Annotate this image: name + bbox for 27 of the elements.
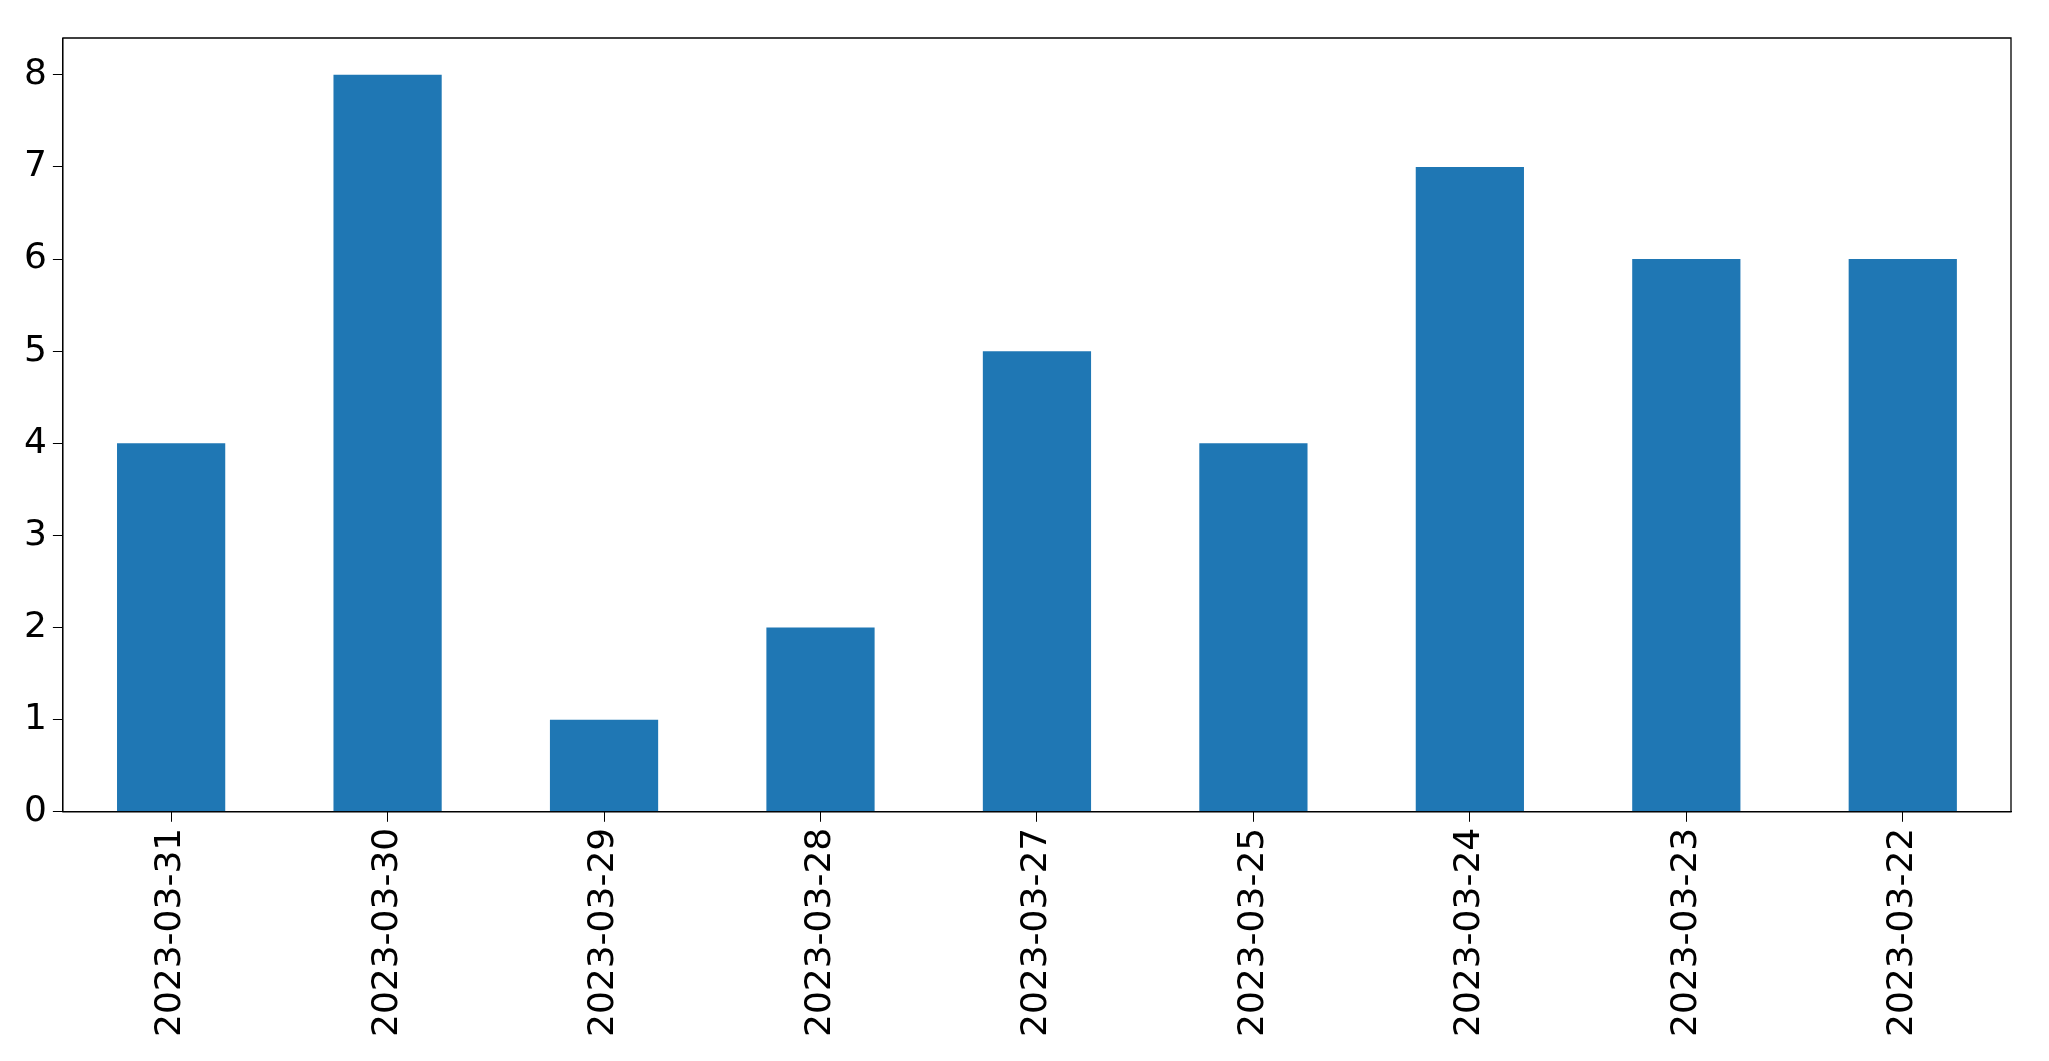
x-tick-label: 2023-03-22 [1879, 827, 1921, 1037]
y-tick-label: 5 [24, 327, 47, 369]
bar [766, 627, 875, 812]
bar [333, 74, 442, 812]
x-tick-label: 2023-03-27 [1013, 827, 1055, 1037]
y-tick-label: 0 [24, 788, 47, 830]
y-tick-label: 3 [24, 511, 47, 553]
y-tick-label: 2 [24, 603, 47, 645]
y-tick-label: 8 [24, 51, 47, 93]
x-tick-label: 2023-03-28 [796, 827, 838, 1037]
bar [117, 443, 226, 812]
bar [982, 351, 1092, 812]
bar [549, 719, 659, 812]
x-tick-label: 2023-03-30 [363, 827, 405, 1037]
bar [1415, 166, 1524, 812]
x-tick-label: 2023-03-23 [1662, 827, 1704, 1037]
y-tick-label: 4 [24, 419, 47, 461]
y-tick-label: 6 [24, 235, 47, 277]
x-tick-label: 2023-03-24 [1446, 827, 1488, 1037]
bar [1848, 259, 1957, 812]
y-tick-label: 7 [24, 143, 47, 185]
x-tick-label: 2023-03-29 [580, 827, 622, 1037]
bar [1632, 259, 1741, 812]
x-tick-label: 2023-03-31 [147, 827, 189, 1037]
bar [1199, 443, 1308, 812]
x-tick-label: 2023-03-25 [1229, 827, 1271, 1037]
y-tick-label: 1 [24, 696, 47, 738]
